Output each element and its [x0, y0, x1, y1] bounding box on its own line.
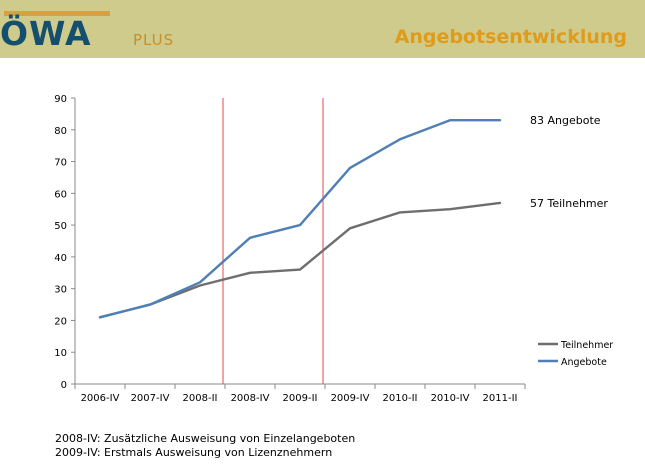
y-tick-label: 80 — [54, 126, 67, 137]
series-line-angebote — [98, 118, 502, 319]
chart-axes — [71, 97, 526, 389]
y-tick-label: 60 — [54, 189, 67, 200]
chart-labels: 0 10 20 30 40 50 60 70 80 90 2006-IV 2007-IV 2008-II… — [54, 94, 613, 404]
page-title: Angebotsentwicklung — [394, 26, 627, 48]
y-tick-label: 40 — [54, 253, 67, 264]
legend-label: Teilnehmer — [560, 340, 613, 351]
x-tick-label: 2008-IV — [231, 393, 270, 404]
logo-macron-bar — [4, 11, 110, 16]
x-tick-label: 2009-II — [283, 393, 318, 404]
footnote-2: 2009-IV: Erstmals Ausweisung von Lizenzn… — [55, 446, 333, 459]
end-label: 57 Teilnehmer — [530, 197, 608, 210]
legend-label: Angebote — [561, 357, 607, 368]
y-tick-label: 50 — [54, 221, 67, 232]
x-tick-label: 2010-IV — [431, 393, 470, 404]
logo-subtext: PLUS — [133, 31, 175, 49]
y-tick-label: 0 — [61, 380, 67, 391]
header-banner: ÖWA PLUS Angebotsentwicklung — [0, 0, 645, 58]
footnote-1: 2008-IV: Zusätzliche Ausweisung von Einz… — [55, 432, 356, 445]
y-tick-label: 10 — [54, 348, 67, 359]
x-tick-label: 2010-II — [383, 393, 418, 404]
y-tick-label: 20 — [54, 316, 67, 327]
x-tick-label: 2007-IV — [131, 393, 170, 404]
x-tick-label: 2006-IV — [81, 393, 120, 404]
y-tick-label: 70 — [54, 158, 67, 169]
footnotes: 2008-IV: Zusätzliche Ausweisung von Einz… — [55, 432, 355, 460]
end-label: 83 Angebote — [530, 114, 601, 127]
y-tick-label: 90 — [54, 94, 67, 105]
x-tick-label: 2011-II — [483, 393, 518, 404]
x-tick-label: 2008-II — [183, 393, 218, 404]
x-tick-label: 2009-IV — [331, 393, 370, 404]
chart-marks — [98, 98, 502, 384]
logo-text: ÖWA — [0, 14, 92, 53]
y-tick-label: 30 — [54, 285, 67, 296]
